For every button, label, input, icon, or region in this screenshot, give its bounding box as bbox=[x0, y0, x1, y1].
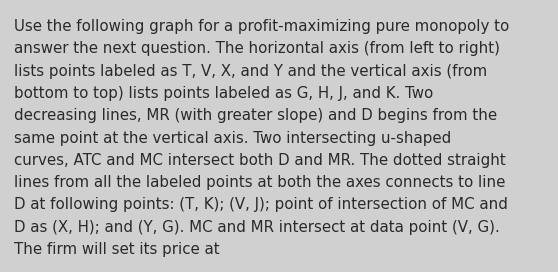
Text: decreasing lines, MR (with greater slope) and D begins from the: decreasing lines, MR (with greater slope… bbox=[14, 108, 497, 123]
Text: Use the following graph for a profit-maximizing pure monopoly to: Use the following graph for a profit-max… bbox=[14, 19, 509, 34]
Text: lines from all the labeled points at both the axes connects to line: lines from all the labeled points at bot… bbox=[14, 175, 506, 190]
Text: answer the next question. The horizontal axis (from left to right): answer the next question. The horizontal… bbox=[14, 41, 500, 56]
Text: D at following points: (T, K); (V, J); point of intersection of MC and: D at following points: (T, K); (V, J); p… bbox=[14, 197, 508, 212]
Text: lists points labeled as T, V, X, and Y and the vertical axis (from: lists points labeled as T, V, X, and Y a… bbox=[14, 64, 487, 79]
Text: D as (X, H); and (Y, G). MC and MR intersect at data point (V, G).: D as (X, H); and (Y, G). MC and MR inter… bbox=[14, 220, 500, 235]
Text: same point at the vertical axis. Two intersecting u-shaped: same point at the vertical axis. Two int… bbox=[14, 131, 451, 146]
Text: bottom to top) lists points labeled as G, H, J, and K. Two: bottom to top) lists points labeled as G… bbox=[14, 86, 433, 101]
Text: curves, ATC and MC intersect both D and MR. The dotted straight: curves, ATC and MC intersect both D and … bbox=[14, 153, 506, 168]
Text: The firm will set its price at: The firm will set its price at bbox=[14, 242, 220, 257]
